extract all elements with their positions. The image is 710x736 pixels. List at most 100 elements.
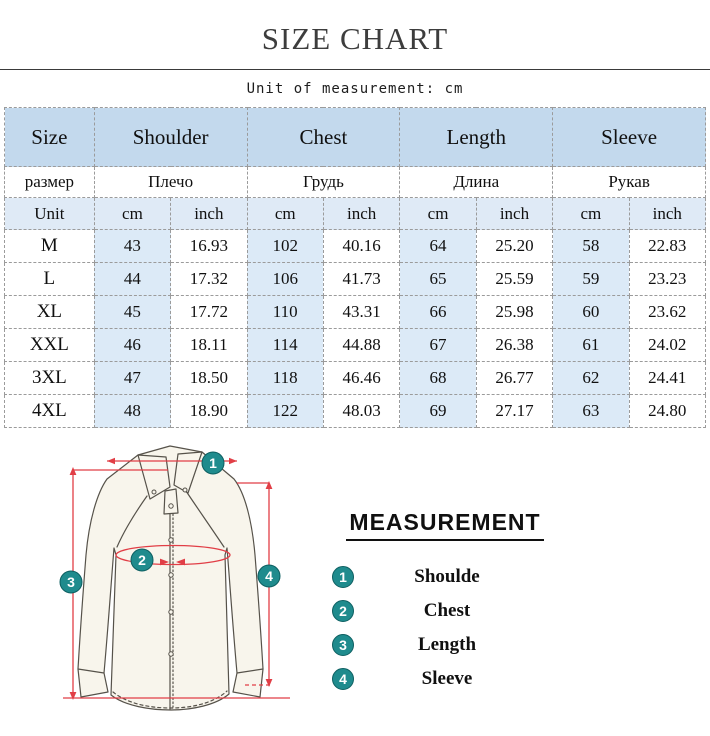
unit-row: Unit cm inch cm inch cm inch cm inch: [4, 197, 707, 230]
measure-ellipse-chest: [115, 544, 231, 566]
value-cell: 66: [399, 295, 477, 329]
value-cell: 65: [399, 262, 477, 296]
value-cell: 17.72: [170, 295, 248, 329]
value-cell: 68: [399, 361, 477, 395]
shirt-diagram: 1 2 3 4: [59, 445, 290, 711]
value-cell: 46.46: [322, 361, 401, 395]
header-sleeve: Sleeve: [552, 107, 706, 167]
value-cell: 43: [93, 229, 172, 263]
value-cell: 61: [552, 328, 630, 362]
value-cell: 48.03: [322, 394, 401, 428]
legend-item-shoulder: 1 Shoulde: [332, 560, 558, 594]
size-cell: L: [4, 262, 95, 296]
value-cell: 26.77: [475, 361, 554, 395]
header-ru-shoulder: Плечо: [93, 166, 248, 198]
shirt-outline: [77, 445, 264, 711]
subtitle-band: Unit of measurement: cm: [0, 70, 710, 107]
table-row: M 43 16.93 102 40.16 64 25.20 58 22.83: [4, 229, 707, 263]
value-cell: 63: [552, 394, 630, 428]
value-cell: 110: [246, 295, 324, 329]
value-cell: 25.59: [475, 262, 554, 296]
legend-label: Chest: [423, 600, 471, 621]
legend-badge-2: 2: [332, 600, 354, 622]
unit-label: Unit: [4, 197, 95, 230]
value-cell: 16.93: [170, 229, 248, 263]
value-cell: 67: [399, 328, 477, 362]
value-cell: 60: [552, 295, 630, 329]
svg-text:1: 1: [209, 455, 217, 471]
header-ru-sleeve: Рукав: [552, 166, 706, 198]
legend-badge-3: 3: [332, 634, 354, 656]
table-row: XXL 46 18.11 114 44.88 67 26.38 61 24.02: [4, 328, 707, 362]
unit-cell: inch: [628, 197, 707, 230]
value-cell: 41.73: [322, 262, 401, 296]
value-cell: 24.41: [628, 361, 707, 395]
legend-item-chest: 2 Chest: [332, 594, 558, 628]
value-cell: 25.98: [475, 295, 554, 329]
measurement-diagram-section: 1 2 3 4 MEASUREMENT 1 Shoulde 2 Chest 3 …: [0, 437, 710, 736]
svg-text:2: 2: [138, 552, 146, 568]
header-ru-chest: Грудь: [246, 166, 401, 198]
svg-text:3: 3: [67, 574, 75, 590]
value-cell: 27.17: [475, 394, 554, 428]
table-row: L 44 17.32 106 41.73 65 25.59 59 23.23: [4, 262, 707, 296]
value-cell: 18.90: [170, 394, 248, 428]
unit-cell: inch: [322, 197, 401, 230]
value-cell: 23.23: [628, 262, 707, 296]
table-row: XL 45 17.72 110 43.31 66 25.98 60 23.62: [4, 295, 707, 329]
value-cell: 62: [552, 361, 630, 395]
unit-cell: cm: [93, 197, 172, 230]
table-row: 3XL 47 18.50 118 46.46 68 26.77 62 24.41: [4, 361, 707, 395]
legend-badge-4: 4: [332, 668, 354, 690]
measurement-legend-title: MEASUREMENT: [346, 509, 544, 541]
diagram-marker-3: 3: [59, 570, 83, 594]
unit-cell: cm: [246, 197, 324, 230]
value-cell: 18.11: [170, 328, 248, 362]
value-cell: 58: [552, 229, 630, 263]
table-row: 4XL 48 18.90 122 48.03 69 27.17 63 24.80: [4, 394, 707, 428]
value-cell: 24.02: [628, 328, 707, 362]
unit-cell: inch: [170, 197, 248, 230]
value-cell: 64: [399, 229, 477, 263]
size-cell: M: [4, 229, 95, 263]
value-cell: 118: [246, 361, 324, 395]
value-cell: 47: [93, 361, 172, 395]
value-cell: 43.31: [322, 295, 401, 329]
diagram-marker-2: 2: [130, 548, 154, 572]
page-title: SIZE CHART: [261, 21, 449, 56]
value-cell: 44: [93, 262, 172, 296]
value-cell: 69: [399, 394, 477, 428]
legend-badge-1: 1: [332, 566, 354, 588]
value-cell: 17.32: [170, 262, 248, 296]
size-cell: 4XL: [4, 394, 95, 428]
value-cell: 40.16: [322, 229, 401, 263]
value-cell: 24.80: [628, 394, 707, 428]
value-cell: 102: [246, 229, 324, 263]
unit-of-measurement-note: Unit of measurement: cm: [246, 80, 464, 97]
title-band: SIZE CHART: [0, 0, 710, 70]
header-ru-length: Длина: [399, 166, 554, 198]
value-cell: 18.50: [170, 361, 248, 395]
legend-item-length: 3 Length: [332, 628, 558, 662]
size-cell: XXL: [4, 328, 95, 362]
size-cell: XL: [4, 295, 95, 329]
value-cell: 23.62: [628, 295, 707, 329]
header-length: Length: [399, 107, 554, 167]
value-cell: 114: [246, 328, 324, 362]
value-cell: 25.20: [475, 229, 554, 263]
legend-label: Shoulde: [414, 566, 480, 587]
table-header-row-russian: размер Плечо Грудь Длина Рукав: [4, 166, 706, 198]
unit-cell: inch: [475, 197, 554, 230]
legend-label: Length: [417, 634, 477, 655]
header-size: Size: [4, 107, 95, 167]
header-shoulder: Shoulder: [93, 107, 248, 167]
svg-text:4: 4: [265, 568, 273, 584]
measurement-legend: MEASUREMENT 1 Shoulde 2 Chest 3 Length 4…: [332, 509, 558, 696]
size-cell: 3XL: [4, 361, 95, 395]
value-cell: 122: [246, 394, 324, 428]
shirt-buttons: [151, 487, 188, 657]
legend-label: Sleeve: [421, 668, 473, 689]
value-cell: 45: [93, 295, 172, 329]
value-cell: 44.88: [322, 328, 401, 362]
value-cell: 59: [552, 262, 630, 296]
